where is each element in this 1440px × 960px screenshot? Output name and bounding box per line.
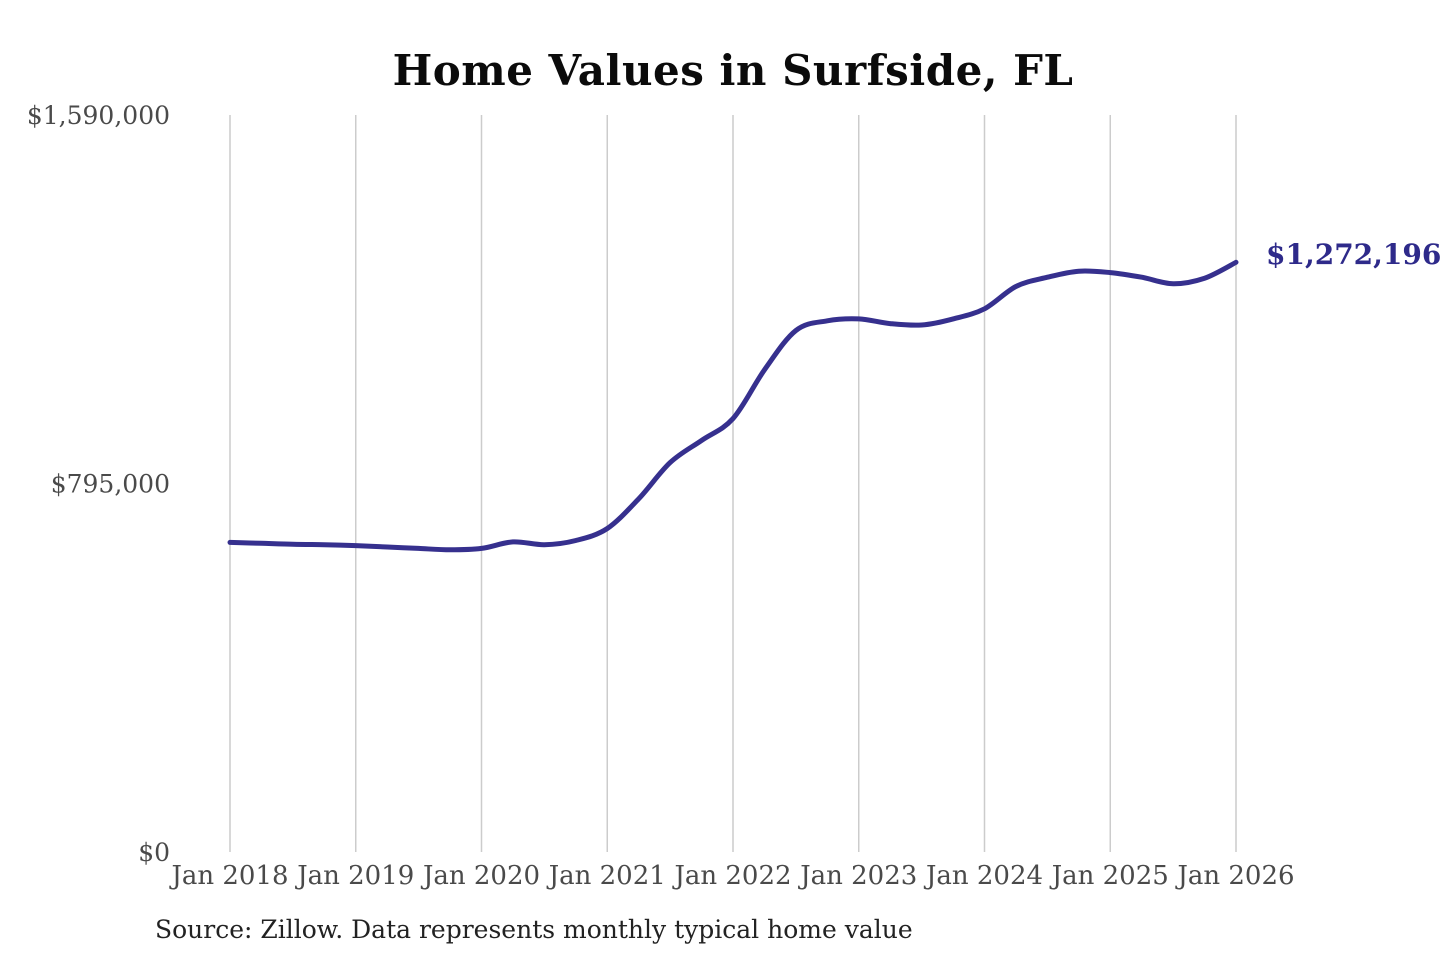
y-tick-label: $795,000 [51, 470, 170, 499]
x-tick-label: Jan 2023 [797, 861, 917, 891]
x-tick-label: Jan 2025 [1049, 861, 1169, 891]
home-value-line [227, 259, 1239, 553]
x-tick-label: Jan 2019 [294, 861, 414, 891]
chart-title: Home Values in Surfside, FL [392, 46, 1074, 95]
x-tick-label: Jan 2026 [1174, 861, 1294, 891]
x-tick-label: Jan 2020 [420, 861, 540, 891]
x-tick-label: Jan 2021 [546, 861, 666, 891]
x-tick-label: Jan 2018 [168, 861, 288, 891]
latest-value-label: $1,272,196 [1266, 238, 1440, 271]
y-tick-label: $0 [138, 838, 170, 867]
source-note: Source: Zillow. Data represents monthly … [155, 915, 913, 944]
y-tick-label: $1,590,000 [27, 101, 170, 130]
x-tick-label: Jan 2022 [671, 861, 791, 891]
x-tick-label: Jan 2024 [923, 861, 1043, 891]
